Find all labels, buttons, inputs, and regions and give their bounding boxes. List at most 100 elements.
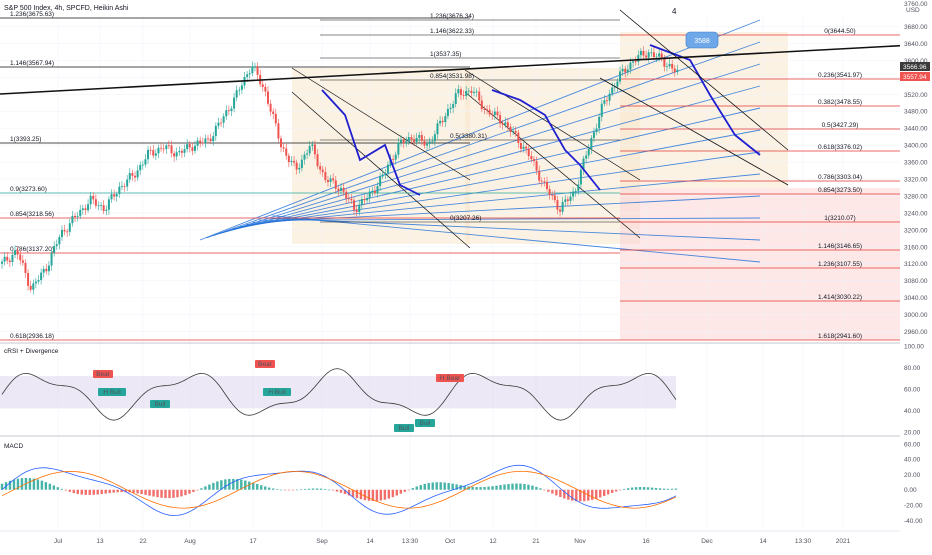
- candle-body[interactable]: [337, 188, 340, 191]
- candle-body[interactable]: [501, 123, 504, 125]
- candle-body[interactable]: [616, 81, 619, 87]
- candle-body[interactable]: [582, 158, 585, 170]
- divergence-tag[interactable]: [436, 374, 464, 382]
- channel-line[interactable]: [259, 217, 761, 221]
- candle-body[interactable]: [256, 66, 259, 75]
- candle-body[interactable]: [225, 110, 228, 117]
- candle-body[interactable]: [600, 103, 603, 117]
- candle-body[interactable]: [621, 68, 624, 72]
- candle-body[interactable]: [342, 187, 345, 192]
- candle-body[interactable]: [306, 153, 309, 155]
- candle-body[interactable]: [81, 208, 84, 210]
- candle-body[interactable]: [347, 198, 350, 200]
- candle-body[interactable]: [475, 91, 478, 93]
- candle-body[interactable]: [321, 169, 324, 172]
- candle-body[interactable]: [47, 265, 50, 272]
- candle-body[interactable]: [454, 93, 457, 105]
- candle-body[interactable]: [535, 161, 538, 171]
- candle-body[interactable]: [446, 109, 449, 117]
- candle-body[interactable]: [585, 155, 588, 159]
- candle-body[interactable]: [264, 86, 267, 92]
- candle-body[interactable]: [204, 138, 207, 144]
- candle-body[interactable]: [269, 103, 272, 112]
- candle-body[interactable]: [102, 205, 105, 211]
- candle-body[interactable]: [436, 123, 439, 135]
- candle-body[interactable]: [167, 145, 170, 147]
- candle-body[interactable]: [572, 191, 575, 197]
- candle-body[interactable]: [538, 170, 541, 181]
- channel-lower-line[interactable]: [599, 77, 789, 186]
- candle-body[interactable]: [465, 90, 468, 96]
- candle-body[interactable]: [160, 147, 163, 149]
- candle-body[interactable]: [407, 137, 410, 142]
- candle-body[interactable]: [178, 151, 181, 153]
- divergence-tag[interactable]: [93, 370, 113, 378]
- candle-body[interactable]: [295, 162, 298, 170]
- candle-body[interactable]: [509, 126, 512, 132]
- wave-path[interactable]: [321, 89, 421, 196]
- candle-body[interactable]: [629, 62, 632, 70]
- channel-line[interactable]: [239, 151, 761, 228]
- candle-body[interactable]: [642, 50, 645, 56]
- candle-body[interactable]: [532, 159, 535, 162]
- candle-body[interactable]: [11, 254, 14, 263]
- candle-body[interactable]: [634, 61, 637, 63]
- candle-body[interactable]: [107, 199, 110, 210]
- candle-body[interactable]: [311, 144, 314, 146]
- candle-body[interactable]: [118, 186, 121, 194]
- candle-body[interactable]: [68, 223, 71, 232]
- candle-body[interactable]: [637, 55, 640, 62]
- candle-body[interactable]: [139, 164, 142, 171]
- candle-body[interactable]: [293, 160, 296, 163]
- candle-body[interactable]: [397, 142, 400, 155]
- candle-body[interactable]: [433, 134, 436, 142]
- candle-body[interactable]: [6, 256, 9, 261]
- candle-body[interactable]: [246, 74, 249, 77]
- candle-body[interactable]: [420, 135, 423, 141]
- candle-body[interactable]: [595, 128, 598, 133]
- candle-body[interactable]: [207, 138, 210, 140]
- candle-body[interactable]: [253, 66, 256, 68]
- candle-body[interactable]: [149, 149, 152, 151]
- candle-body[interactable]: [655, 56, 658, 58]
- candle-body[interactable]: [676, 69, 679, 72]
- candle-body[interactable]: [499, 115, 502, 124]
- candle-body[interactable]: [235, 90, 238, 98]
- wave-path[interactable]: [649, 44, 761, 156]
- candle-body[interactable]: [611, 87, 614, 94]
- divergence-tag[interactable]: [255, 360, 275, 368]
- candle-body[interactable]: [605, 100, 608, 102]
- candle-body[interactable]: [233, 97, 236, 109]
- candle-body[interactable]: [165, 145, 168, 150]
- candle-body[interactable]: [97, 205, 100, 207]
- candle-body[interactable]: [392, 159, 395, 160]
- candle-body[interactable]: [63, 229, 66, 232]
- candle-body[interactable]: [316, 154, 319, 167]
- candle-body[interactable]: [193, 145, 196, 151]
- candle-body[interactable]: [326, 180, 329, 183]
- candle-body[interactable]: [154, 153, 157, 156]
- candle-body[interactable]: [175, 152, 178, 157]
- candle-body[interactable]: [152, 150, 155, 156]
- divergence-tag[interactable]: [263, 388, 291, 396]
- candle-body[interactable]: [504, 122, 507, 125]
- candle-body[interactable]: [53, 246, 56, 254]
- candle-body[interactable]: [368, 191, 371, 199]
- candle-body[interactable]: [431, 141, 434, 143]
- candle-body[interactable]: [21, 260, 24, 263]
- candle-body[interactable]: [126, 179, 129, 187]
- candle-body[interactable]: [413, 139, 416, 142]
- candle-body[interactable]: [478, 91, 481, 101]
- candle-body[interactable]: [50, 253, 53, 266]
- channel-line[interactable]: [232, 129, 761, 230]
- candle-body[interactable]: [32, 283, 35, 290]
- candle-body[interactable]: [363, 199, 366, 201]
- candle-body[interactable]: [530, 156, 533, 160]
- candle-body[interactable]: [381, 174, 384, 177]
- candle-body[interactable]: [329, 178, 332, 183]
- candle-body[interactable]: [8, 260, 11, 263]
- candle-body[interactable]: [590, 137, 593, 149]
- candle-body[interactable]: [222, 116, 225, 123]
- candle-body[interactable]: [355, 209, 358, 213]
- candle-body[interactable]: [559, 209, 562, 212]
